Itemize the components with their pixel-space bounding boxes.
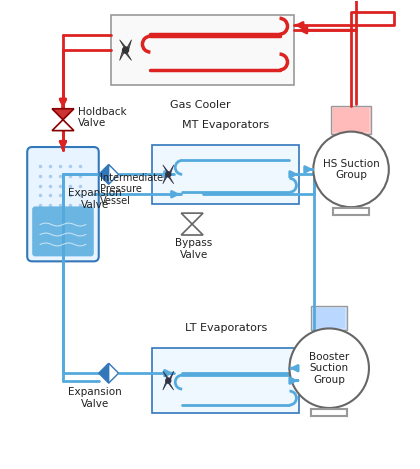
Polygon shape [120,40,131,61]
Text: Expansion
Valve: Expansion Valve [68,387,122,408]
Polygon shape [163,165,174,184]
FancyBboxPatch shape [313,308,345,328]
Polygon shape [99,363,109,383]
Text: Booster
Suction
Group: Booster Suction Group [309,352,349,385]
FancyBboxPatch shape [331,106,371,134]
Text: LT Evaporators: LT Evaporators [185,324,267,333]
Circle shape [313,132,389,207]
FancyBboxPatch shape [152,144,299,204]
Text: Expansion
Valve: Expansion Valve [68,188,122,210]
Circle shape [166,172,171,177]
FancyBboxPatch shape [32,206,94,257]
Text: Gas Cooler: Gas Cooler [170,100,231,110]
Polygon shape [163,371,174,390]
FancyBboxPatch shape [152,348,299,413]
Polygon shape [120,40,131,61]
Polygon shape [52,109,74,120]
Polygon shape [181,213,203,224]
Text: HS Suction
Group: HS Suction Group [323,159,379,180]
Text: Holdback
Valve: Holdback Valve [78,107,126,129]
FancyBboxPatch shape [311,306,347,331]
Polygon shape [163,371,174,390]
Text: Intermediate
Pressure
Vessel: Intermediate Pressure Vessel [100,173,163,206]
Polygon shape [99,165,109,184]
Text: MT Evaporators: MT Evaporators [182,120,270,129]
Text: Bypass
Valve: Bypass Valve [176,238,213,259]
Polygon shape [181,224,203,235]
Circle shape [123,47,129,53]
Polygon shape [109,165,118,184]
FancyBboxPatch shape [333,108,369,132]
Circle shape [166,378,171,383]
Circle shape [289,328,369,408]
Polygon shape [52,120,74,131]
FancyBboxPatch shape [110,15,294,85]
Polygon shape [163,165,174,184]
Polygon shape [109,363,118,383]
FancyBboxPatch shape [27,147,99,261]
